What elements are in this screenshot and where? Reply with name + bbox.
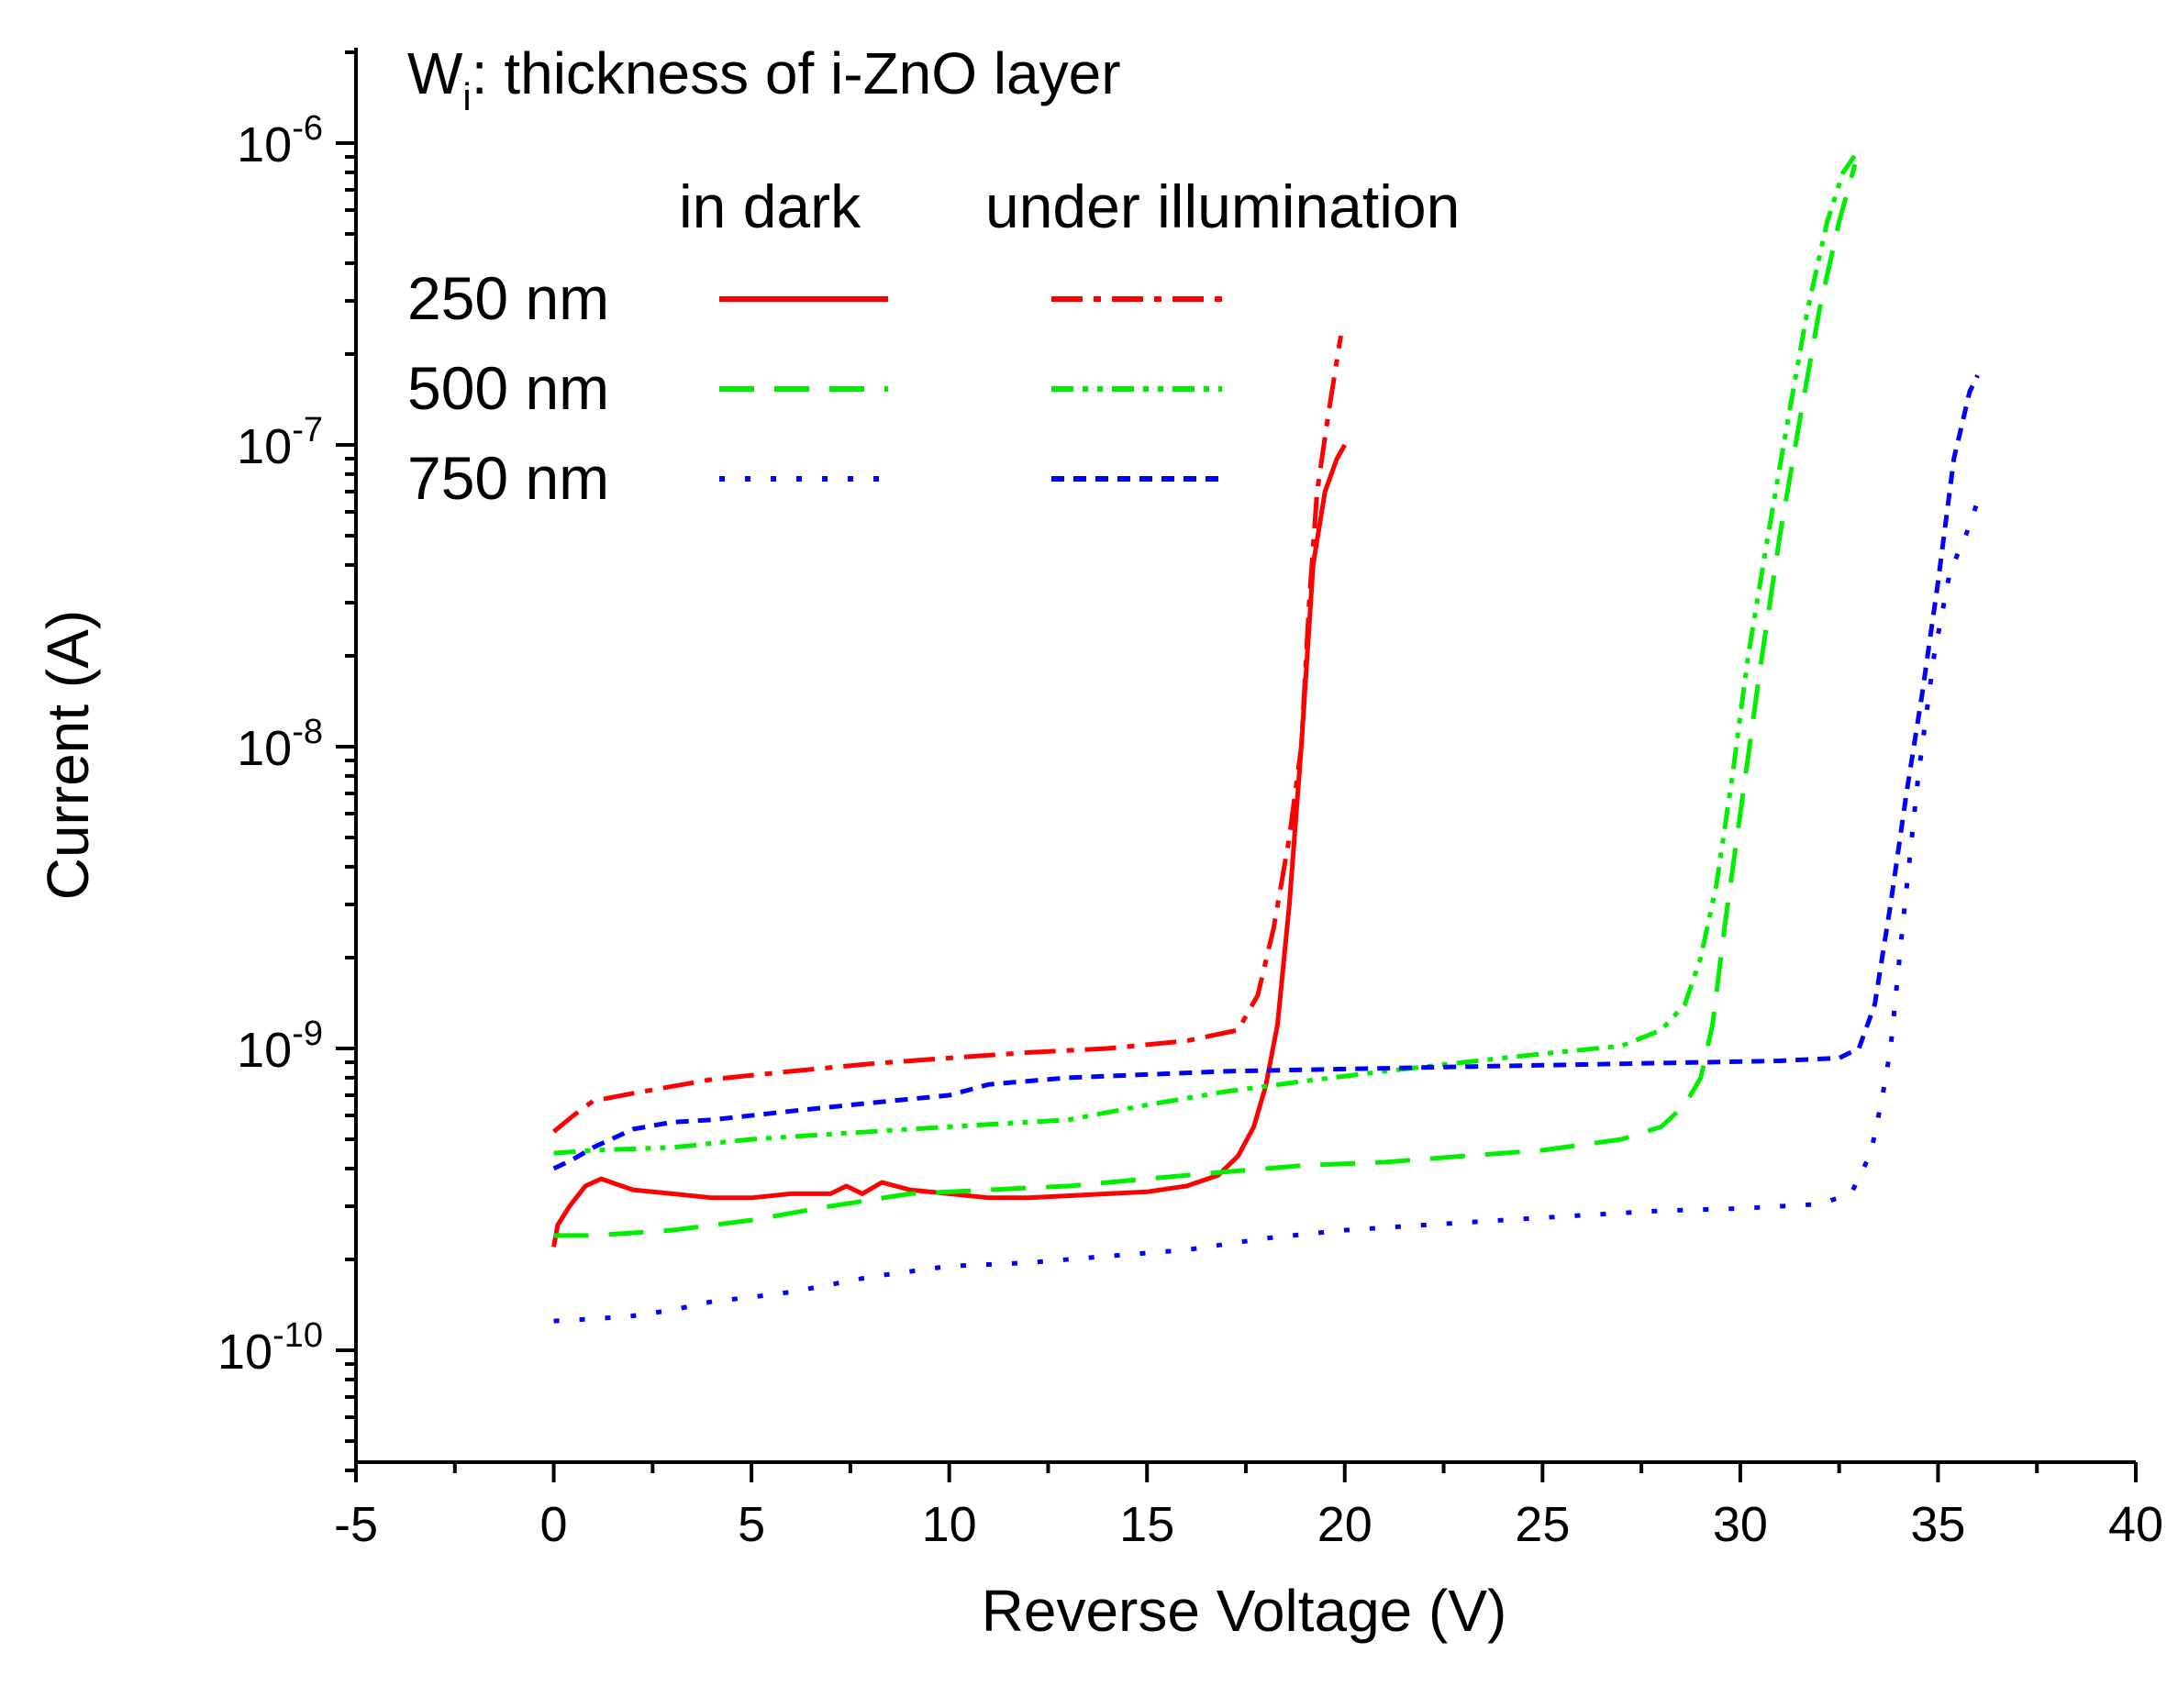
legend: in dark under illumination 250 nm 500 nm… (407, 172, 1460, 512)
annotation-text: : thickness of i-ZnO layer (472, 40, 1121, 106)
x-tick-label: 10 (922, 1497, 977, 1552)
legend-header-light: under illumination (985, 172, 1460, 240)
y-tick-exponent: -9 (292, 1015, 323, 1053)
x-tick-label: 35 (1910, 1497, 1965, 1552)
y-tick-base: 10 (237, 419, 292, 474)
y-tick-label: 10-9 (237, 1015, 323, 1078)
thickness-annotation: Wi: thickness of i-ZnO layer (407, 40, 1121, 118)
y-tick-label: 10-6 (237, 109, 323, 172)
x-axis-title: Reverse Voltage (V) (982, 1578, 1507, 1644)
y-tick-base: 10 (237, 721, 292, 776)
annotation-symbol: W (407, 40, 463, 106)
y-tick-exponent: -10 (272, 1316, 323, 1355)
y-tick-base: 10 (237, 117, 292, 172)
y-tick-base: 10 (237, 1023, 292, 1078)
series-line-750-nm-in-dark (553, 500, 1980, 1324)
legend-header-dark: in dark (679, 172, 861, 240)
x-tick-label: 20 (1317, 1497, 1372, 1552)
series-line-250-nm-under-illumination (552, 335, 1343, 1134)
y-tick-exponent: -6 (292, 109, 323, 148)
y-tick-label: 10-10 (217, 1316, 323, 1380)
y-tick-base: 10 (217, 1325, 272, 1380)
series-line-250-nm-in-dark (551, 443, 1347, 1248)
y-tick-label: 10-7 (237, 411, 323, 474)
axes (354, 48, 2136, 1464)
y-tick-exponent: -8 (292, 713, 323, 751)
x-tick-label: 5 (738, 1497, 765, 1552)
x-ticks: -5 0 5 10 15 20 25 30 35 40 (334, 1462, 2163, 1552)
series-layer (551, 148, 1980, 1324)
y-axis-title: Current (A) (35, 610, 101, 901)
x-tick-label: 25 (1515, 1497, 1570, 1552)
legend-label-750nm: 750 nm (407, 444, 609, 512)
y-tick-label: 10-8 (237, 713, 323, 776)
x-tick-label: 15 (1119, 1497, 1174, 1552)
legend-label-250nm: 250 nm (407, 264, 609, 332)
x-tick-label: 0 (540, 1497, 568, 1552)
x-tick-label: 30 (1713, 1497, 1768, 1552)
y-tick-exponent: -7 (292, 411, 323, 449)
series-line-500-nm-under-illumination (553, 148, 1861, 1156)
legend-swatches (719, 296, 1222, 482)
series-line-750-nm-under-illumination (552, 374, 1980, 1171)
legend-label-500nm: 500 nm (407, 354, 609, 422)
series-line-500-nm-in-dark (553, 163, 1858, 1238)
annotation-subscript: i (462, 75, 471, 118)
x-tick-label: -5 (334, 1497, 378, 1552)
x-tick-label: 40 (2108, 1497, 2163, 1552)
